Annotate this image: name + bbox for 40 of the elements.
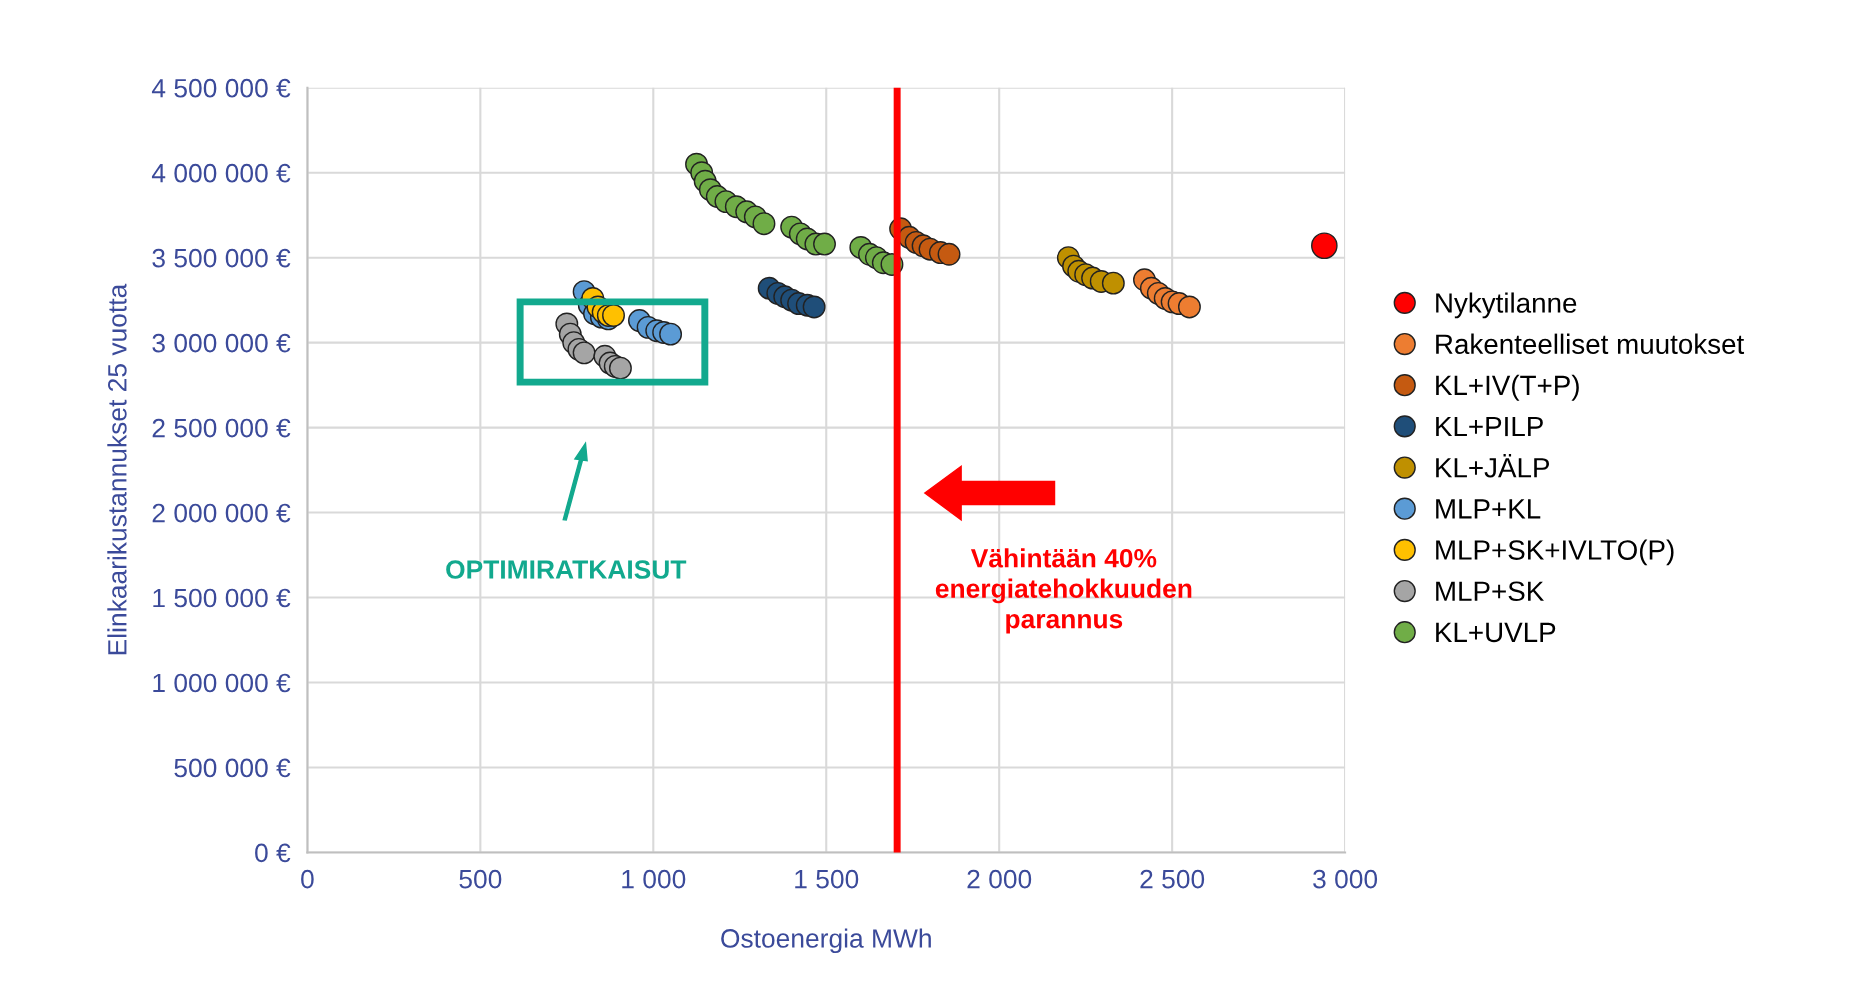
y-tick-label: 2 500 000 € [152,418,291,438]
point [802,295,826,319]
point [1101,271,1125,295]
annotation: Vähintään 40% energiatehokkuuden parannus [935,548,1192,634]
point [1311,232,1338,260]
y-tick-label: 2 000 000 € [152,503,291,523]
legend-label: MLP+KL [1436,499,1541,519]
legend-label: MLP+SK [1436,581,1544,602]
y-tick-label: 4 500 000 € [151,78,291,98]
point [752,212,776,236]
x-axis-title: Ostoenergia MWh [721,928,931,954]
legend-label: Rakenteelliset muutokset [1436,333,1745,355]
x-tick-label: 0 [301,869,314,889]
legend-label: MLP+SK+IVLTO(P) [1436,539,1674,566]
y-tick-label: 3 000 000 € [152,333,291,353]
point [572,341,596,365]
legend-label: Nykytilanne [1436,292,1577,319]
legend-label: KL+JÄLP [1436,454,1550,478]
annotation: OPTIMIRATKAISUT [446,560,687,579]
point [659,322,683,346]
point [813,232,836,256]
x-tick-label: 2 500 [1140,869,1205,889]
x-tick-label: 500 [459,869,502,889]
legend-label: KL+UVLP [1436,622,1556,643]
point [608,356,632,380]
y-tick-label: 500 000 € [174,758,291,778]
legend-label: KL+IV(T+P) [1436,374,1579,401]
y-tick-label: 3 500 000 € [152,248,291,268]
x-tick-label: 3 000 [1313,869,1378,889]
x-tick-label: 2 000 [967,869,1032,889]
x-tick-label: 1 500 [795,869,859,889]
y-tick-label: 1 500 000 € [153,588,291,608]
legend-label: KL+PILP [1436,416,1543,437]
point [1177,295,1201,319]
y-tick-label: 1 000 000 € [153,673,291,693]
point [937,242,961,266]
y-tick-label: 0 € [255,843,291,863]
y-tick-label: 4 000 000 € [151,163,291,183]
x-tick-label: 1 000 [622,869,686,889]
y-axis-title: Elinkaarikustannukset 25 vuotta [107,283,127,655]
